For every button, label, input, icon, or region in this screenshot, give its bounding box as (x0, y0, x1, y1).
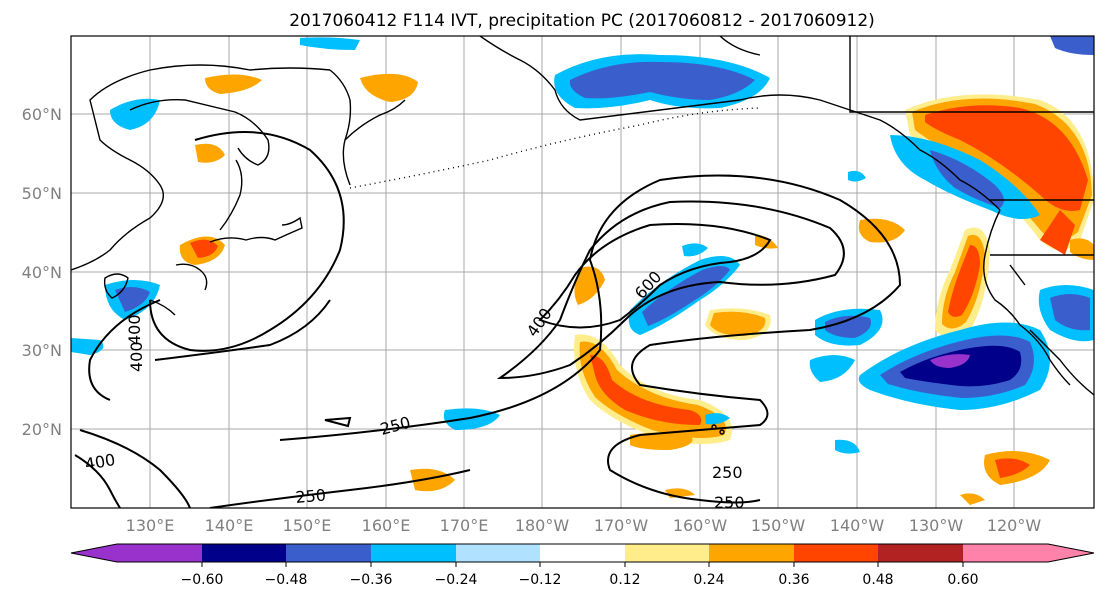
contour-labels: 600 400 400 250 250 250 250 400 400 (83, 267, 745, 512)
colorbar-label: 0.36 (778, 572, 809, 588)
colorbar-segment (540, 544, 625, 562)
coastlines (71, 36, 1094, 435)
colorbar-label: −0.24 (435, 572, 478, 588)
colorbar-ticks (201, 562, 964, 567)
colorbar-extend-high (1048, 544, 1094, 562)
lon-label: 150°W (751, 516, 806, 535)
lon-label: 170°W (594, 516, 649, 535)
precip-negative-areas (71, 36, 1094, 454)
lat-labels: 60°N 50°N 40°N 30°N 20°N (22, 105, 62, 439)
lat-label: 60°N (22, 105, 62, 124)
lon-label: 140°E (205, 516, 254, 535)
lon-label: 170°E (440, 516, 489, 535)
map-panel: 600 400 400 250 250 250 250 400 400 60°N… (22, 35, 1095, 535)
precip-positive-areas (179, 73, 1094, 505)
lon-label: 130°W (909, 516, 964, 535)
contour-label: 250 (712, 463, 743, 482)
colorbar-outline (70, 543, 1095, 563)
colorbar-segment (878, 544, 963, 562)
contour-label: 400 (127, 341, 146, 372)
colorbar-label: 0.24 (693, 572, 724, 588)
lon-label: 150°E (283, 516, 332, 535)
lat-label: 50°N (22, 184, 62, 203)
colorbar-label: 0.48 (862, 572, 893, 588)
lon-label: 180°W (515, 516, 570, 535)
contour-label: 250 (714, 493, 745, 512)
colorbar-segment (709, 544, 794, 562)
colorbar-segment (117, 544, 202, 562)
lat-label: 30°N (22, 341, 62, 360)
lon-label: 140°W (830, 516, 885, 535)
colorbar-segment (456, 544, 540, 562)
colorbar-labels: −0.60 −0.48 −0.36 −0.24 −0.12 0.12 0.24 … (181, 572, 979, 588)
colorbar-segment (202, 544, 286, 562)
colorbar-segment (625, 544, 709, 562)
colorbar-label: 0.60 (947, 572, 978, 588)
ivt-contours (74, 131, 902, 508)
lat-label: 20°N (22, 420, 62, 439)
figure-title: 2017060412 F114 IVT, precipitation PC (2… (289, 11, 875, 31)
colorbar-segment (794, 544, 878, 562)
contour-label: 400 (125, 314, 144, 345)
colorbar-segment (371, 544, 456, 562)
lon-label: 120°W (987, 516, 1042, 535)
colorbar-extend-low (71, 544, 117, 562)
colorbar-label: −0.12 (519, 572, 562, 588)
colorbar-segment (963, 544, 1048, 562)
colorbar-segments (71, 544, 1094, 562)
colorbar-label: −0.48 (265, 572, 308, 588)
colorbar-segment (286, 544, 371, 562)
map-frame (70, 35, 1095, 509)
colorbar-label: −0.60 (181, 572, 224, 588)
colorbar-label: −0.36 (350, 572, 393, 588)
lon-label: 160°E (362, 516, 411, 535)
lon-label: 160°W (673, 516, 728, 535)
lat-label: 40°N (22, 263, 62, 282)
lon-label: 130°E (126, 516, 175, 535)
colorbar-label: 0.12 (609, 572, 640, 588)
lon-labels: 130°E 140°E 150°E 160°E 170°E 180°W 170°… (126, 516, 1042, 535)
colorbar: −0.60 −0.48 −0.36 −0.24 −0.12 0.12 0.24 … (70, 543, 1095, 588)
contour-label: 250 (295, 485, 327, 507)
